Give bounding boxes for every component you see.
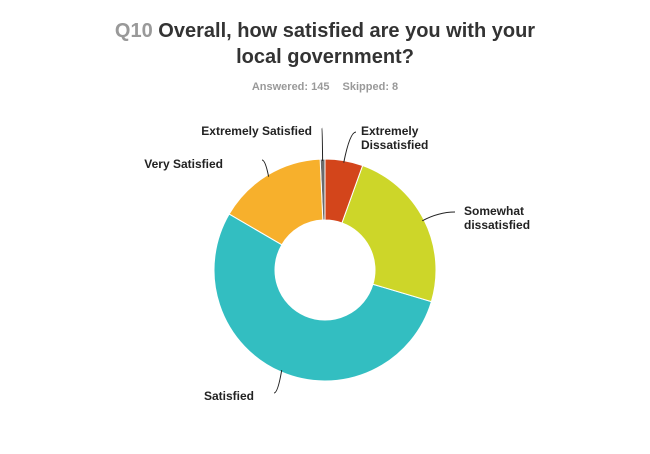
title-line-1: Overall, how satisfied are you with your [158,20,536,42]
title-line-2: local government? [236,46,414,68]
leader-line [273,369,283,394]
question-number: Q10 [114,20,153,42]
leader-line [422,211,456,222]
slice-label: Very Satisfied [144,157,223,171]
leader-lines [261,127,456,394]
response-stats: Answered: 145 Skipped: 8 [0,81,650,93]
answered-count: Answered: 145 [251,81,330,93]
slice-label: Satisfied [204,389,254,403]
slice-label: Extremely Dissatisfied [361,124,428,152]
chart-title: Q10 Overall, how satisfied are you with … [0,18,650,70]
leader-line [321,127,324,162]
slice-labels: Extremely Satisfied Very Satisfied Satisfi… [144,124,530,403]
leader-line [261,159,270,177]
slice-somewhat-dissatisfied[interactable] [341,164,437,303]
leader-line [343,131,357,163]
slice-extremely-dissatisfied[interactable] [324,158,364,224]
slice-label: Extremely Satisfied [201,124,312,138]
slice-label: Somewhat dissatisfied [464,204,530,232]
skipped-count: Skipped: 8 [342,81,399,93]
donut-slices [213,158,437,382]
slice-satisfied[interactable] [213,213,433,382]
